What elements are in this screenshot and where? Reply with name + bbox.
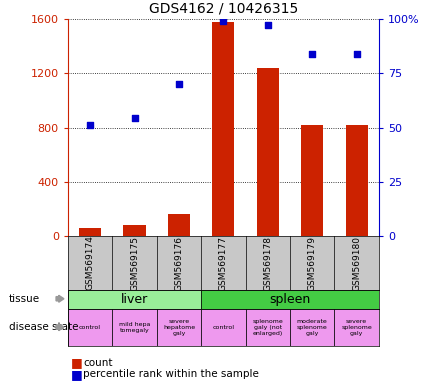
Text: GSM569176: GSM569176: [174, 235, 184, 291]
Bar: [68, 290, 201, 309]
Bar: [290, 309, 335, 346]
Text: GSM569174: GSM569174: [85, 236, 95, 290]
Text: mild hepa
tomegaly: mild hepa tomegaly: [119, 322, 150, 333]
Text: count: count: [83, 358, 113, 368]
Text: GSM569177: GSM569177: [219, 235, 228, 291]
Bar: [346, 125, 368, 236]
Text: control: control: [79, 325, 101, 330]
Point: [264, 22, 271, 28]
Title: GDS4162 / 10426315: GDS4162 / 10426315: [149, 1, 298, 15]
Bar: [246, 309, 290, 346]
Text: tissue: tissue: [9, 294, 40, 304]
Bar: [301, 125, 323, 236]
Text: GSM569178: GSM569178: [263, 235, 272, 291]
Bar: [112, 309, 157, 346]
Bar: [168, 214, 190, 236]
Text: GSM569175: GSM569175: [130, 235, 139, 291]
Point: [87, 122, 94, 128]
Bar: [212, 22, 234, 236]
Text: ■: ■: [71, 368, 82, 381]
Text: moderate
splenome
galy: moderate splenome galy: [297, 319, 328, 336]
Bar: [201, 309, 246, 346]
Text: splenome
galy (not
enlarged): splenome galy (not enlarged): [252, 319, 283, 336]
Bar: [68, 309, 112, 346]
Text: GSM569180: GSM569180: [352, 235, 361, 291]
Text: severe
splenome
galy: severe splenome galy: [341, 319, 372, 336]
Text: liver: liver: [121, 293, 148, 306]
Bar: [201, 290, 379, 309]
Text: severe
hepatome
galy: severe hepatome galy: [163, 319, 195, 336]
Text: disease state: disease state: [9, 322, 78, 332]
Bar: [124, 225, 145, 236]
Text: GSM569179: GSM569179: [308, 235, 317, 291]
Point: [309, 51, 316, 58]
Text: control: control: [212, 325, 234, 330]
Bar: [79, 228, 101, 236]
Text: ■: ■: [71, 356, 82, 369]
Text: spleen: spleen: [269, 293, 311, 306]
Bar: [257, 68, 279, 236]
Point: [131, 115, 138, 121]
Point: [176, 81, 183, 88]
Point: [353, 51, 360, 58]
Bar: [157, 309, 201, 346]
Point: [220, 18, 227, 24]
Text: percentile rank within the sample: percentile rank within the sample: [83, 369, 259, 379]
Bar: [335, 309, 379, 346]
